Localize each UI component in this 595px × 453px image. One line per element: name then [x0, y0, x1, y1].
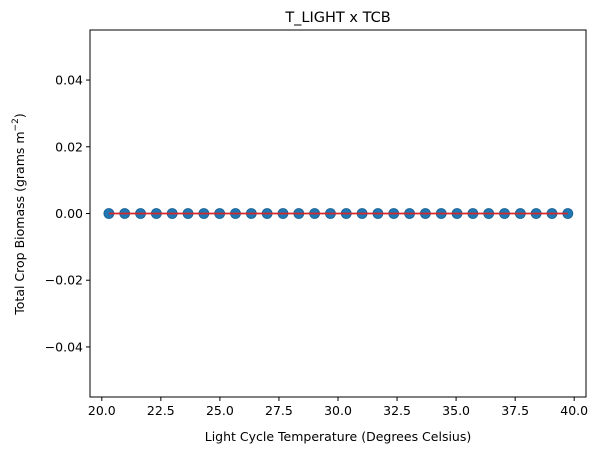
x-tick-label: 32.5: [383, 403, 411, 418]
x-tick-label: 30.0: [324, 403, 352, 418]
plot-area: [103, 208, 574, 219]
y-axis-label-sup: −2: [11, 118, 21, 131]
x-tick-label: 22.5: [147, 403, 175, 418]
x-axis: 20.0 22.5 25.0 27.5 30.0 32.5 35.0 37.5 40.0: [88, 397, 588, 418]
y-axis: −0.04 −0.02 0.00 0.02 0.04: [45, 73, 90, 354]
y-tick-label: 0.04: [55, 73, 83, 88]
y-tick-label: −0.04: [45, 339, 83, 354]
x-tick-label: 27.5: [265, 403, 293, 418]
y-axis-label: Total Crop Biomass (grams m−2): [11, 113, 27, 315]
chart-title: T_LIGHT x TCB: [284, 10, 390, 26]
x-tick-label: 37.5: [501, 403, 529, 418]
x-tick-label: 35.0: [442, 403, 470, 418]
y-tick-label: 0.00: [55, 206, 83, 221]
y-tick-label: −0.02: [45, 273, 83, 288]
x-tick-label: 20.0: [88, 403, 116, 418]
x-tick-label: 25.0: [206, 403, 234, 418]
x-axis-label: Light Cycle Temperature (Degrees Celsius…: [205, 429, 472, 444]
y-axis-label-end: ): [12, 113, 27, 118]
y-axis-label-main: Total Crop Biomass (grams m: [12, 131, 27, 315]
y-tick-label: 0.02: [55, 139, 83, 154]
x-tick-label: 40.0: [560, 403, 588, 418]
